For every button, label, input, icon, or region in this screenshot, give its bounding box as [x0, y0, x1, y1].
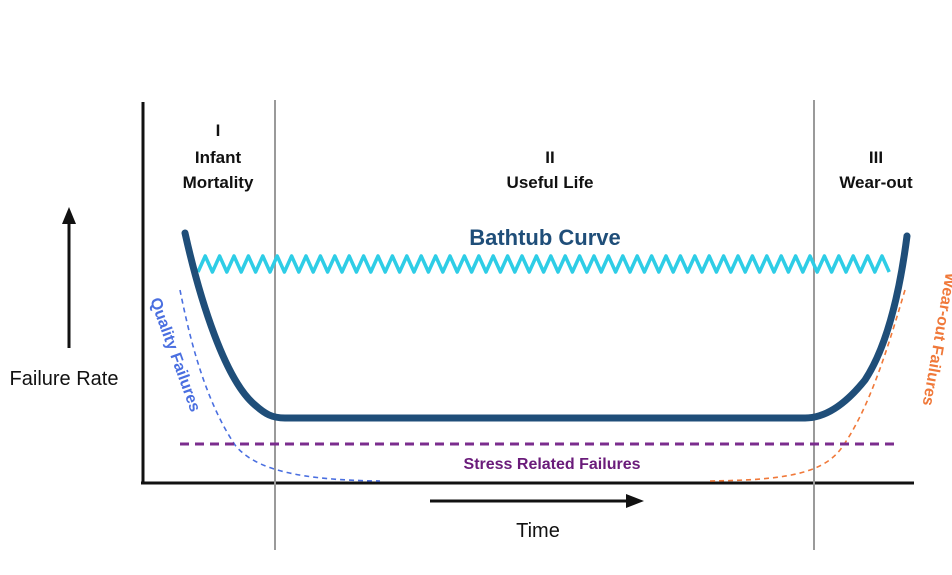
bathtub-curve — [181, 229, 911, 422]
phase-line-1a: Infant — [195, 148, 242, 167]
phase-numeral-3: III — [869, 148, 883, 167]
phase-label-infant-mortality: I Infant Mortality — [183, 121, 254, 192]
phase-line-1b: Mortality — [183, 173, 254, 192]
quality-failures-curve — [179, 289, 381, 482]
phase-numeral-1: I — [216, 121, 221, 140]
x-axis-arrow — [430, 494, 644, 508]
phase-numeral-2: II — [545, 148, 554, 167]
bathtub-curve-title: Bathtub Curve — [469, 225, 621, 250]
wearout-failures-label: Wear-out Failures — [919, 271, 952, 407]
phase-label-wear-out: III Wear-out — [839, 148, 913, 192]
wearout-failures-curve — [709, 289, 906, 482]
phase-line-3a: Wear-out — [839, 173, 913, 192]
x-axis-label: Time — [516, 520, 560, 542]
phase-label-useful-life: II Useful Life — [507, 148, 594, 192]
phase-line-2a: Useful Life — [507, 173, 594, 192]
y-axis-arrow — [62, 207, 76, 348]
y-axis-label: Failure Rate — [10, 368, 119, 390]
stress-failures-label: Stress Related Failures — [464, 456, 641, 473]
random-failures-wave — [196, 254, 891, 274]
